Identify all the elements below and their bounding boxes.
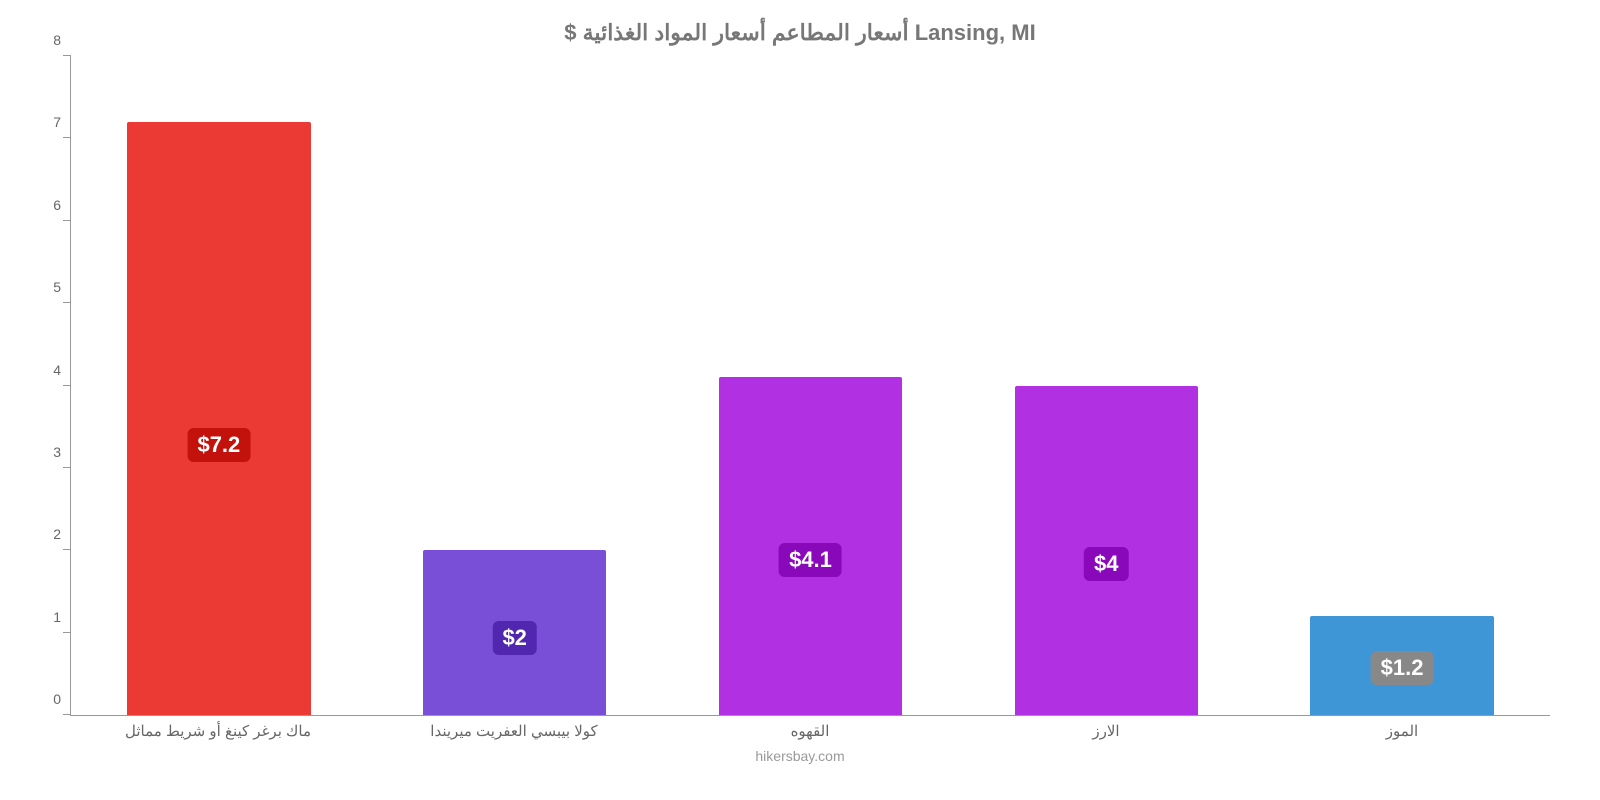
y-tick (63, 302, 71, 303)
bar: $7.2 (127, 122, 310, 715)
y-tick-label: 0 (36, 691, 61, 707)
plot-area: $7.2$2$4.1$4$1.2 012345678 (70, 56, 1550, 716)
y-tick-label: 8 (36, 32, 61, 48)
chart-credit: hikersbay.com (30, 748, 1570, 764)
y-tick-label: 7 (36, 114, 61, 130)
chart-title: $ أسعار المطاعم أسعار المواد الغذائية La… (30, 20, 1570, 46)
bar-value-label: $4.1 (779, 543, 842, 577)
y-tick-label: 5 (36, 279, 61, 295)
y-tick-label: 2 (36, 526, 61, 542)
y-tick-label: 3 (36, 444, 61, 460)
x-axis-label: الموز (1386, 722, 1418, 740)
x-axis-label: ماك برغر كينغ أو شريط مماثل (125, 722, 311, 740)
y-tick (63, 220, 71, 221)
y-tick-label: 4 (36, 362, 61, 378)
bar-value-label: $7.2 (187, 428, 250, 462)
bars-layer: $7.2 $2 $4.1 $4 $1.2 (71, 56, 1550, 715)
y-tick (63, 385, 71, 386)
y-tick (63, 632, 71, 633)
bar: $4 (1015, 386, 1198, 716)
y-tick-label: 6 (36, 197, 61, 213)
y-tick (63, 467, 71, 468)
bar: $1.2 (1310, 616, 1493, 715)
y-tick (63, 55, 71, 56)
y-tick (63, 549, 71, 550)
x-axis-label: القهوه (791, 722, 830, 740)
x-axis-labels: ماك برغر كينغ أو شريط مماثل كولا بيبسي ال… (70, 716, 1550, 746)
bar-value-label: $4 (1084, 547, 1128, 581)
y-tick-label: 1 (36, 609, 61, 625)
y-tick (63, 137, 71, 138)
bar: $2 (423, 550, 606, 715)
bar: $4.1 (719, 377, 902, 715)
price-chart: $ أسعار المطاعم أسعار المواد الغذائية La… (0, 0, 1600, 800)
x-axis-label: كولا بيبسي العفريت ميريندا (430, 722, 597, 740)
bar-value-label: $1.2 (1371, 651, 1434, 685)
bar-value-label: $2 (492, 621, 536, 655)
y-tick (63, 714, 71, 715)
x-axis-label: الارز (1092, 722, 1119, 740)
